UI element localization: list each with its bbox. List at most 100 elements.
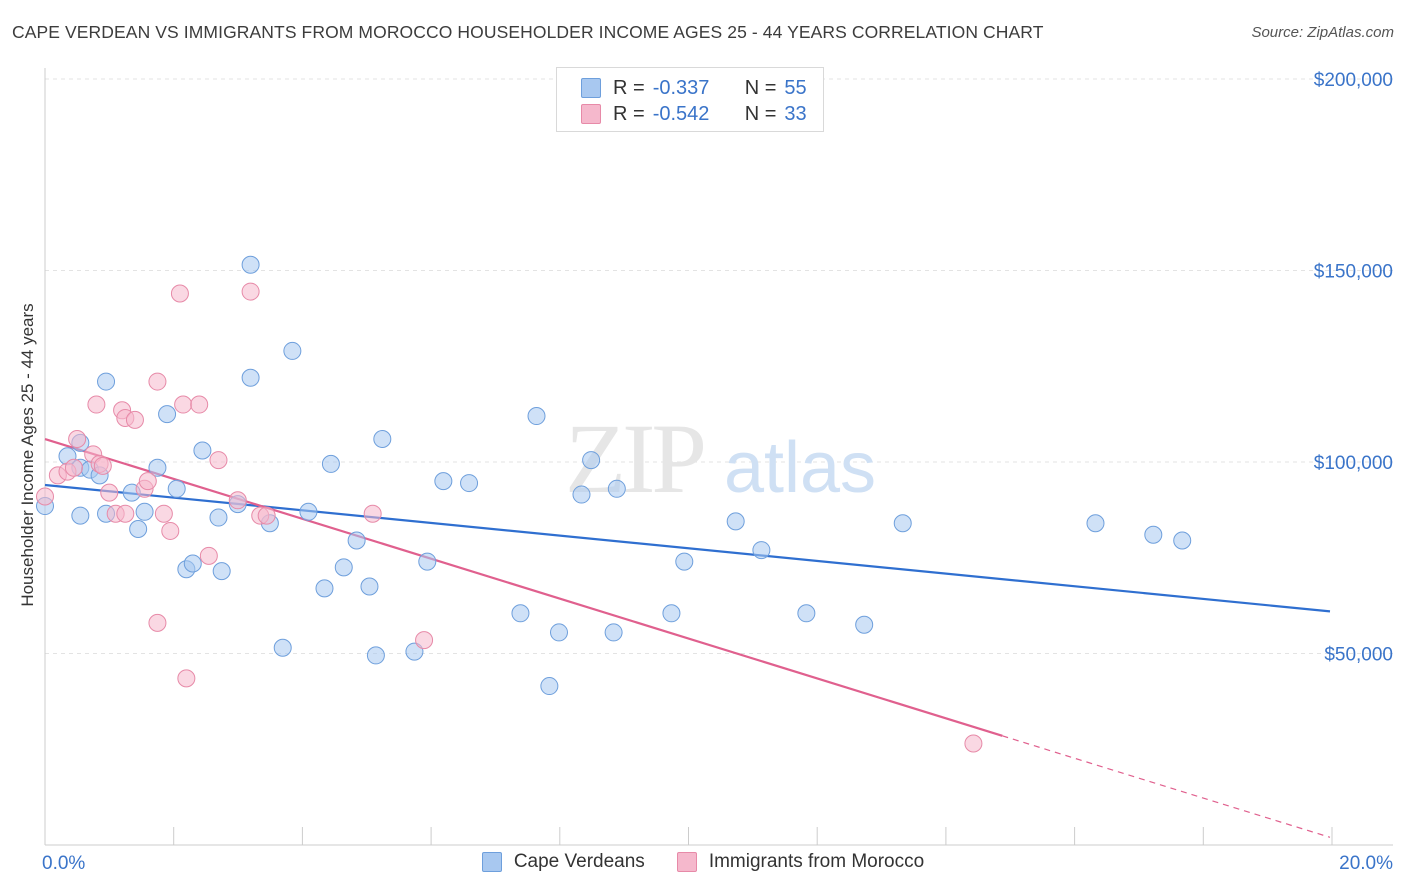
y-tick-label: $200,000 [1314, 70, 1393, 91]
data-point-morocco [138, 472, 157, 491]
data-point-cape-verdean [1086, 514, 1105, 533]
n-label: N = [744, 76, 777, 99]
data-point-cape-verdean [662, 604, 681, 623]
data-point-morocco [257, 506, 276, 525]
data-point-morocco [125, 410, 144, 429]
legend-row-morocco: R = -0.542 N = 33 [581, 102, 807, 126]
data-point-cape-verdean [321, 454, 340, 473]
data-point-cape-verdean [373, 430, 392, 449]
data-point-cape-verdean [540, 677, 559, 696]
data-point-morocco [415, 631, 434, 650]
data-point-cape-verdean [360, 577, 379, 596]
legend-label: Immigrants from Morocco [708, 851, 925, 872]
n-value: 33 [784, 102, 807, 125]
data-point-cape-verdean [273, 638, 292, 657]
legend-label: Cape Verdeans [513, 851, 645, 872]
data-point-cape-verdean [183, 554, 202, 573]
data-point-morocco [363, 504, 382, 523]
r-label: R = [613, 76, 645, 99]
data-point-cape-verdean [572, 485, 591, 504]
data-point-morocco [177, 669, 196, 688]
data-point-morocco [964, 734, 983, 753]
tick-labels: $50,000 $100,000 $150,000 $200,000 0.0% 20.0% [42, 70, 1393, 874]
data-point-cape-verdean [193, 441, 212, 460]
data-point-cape-verdean [607, 479, 626, 498]
r-label: R = [613, 102, 645, 125]
data-point-cape-verdean [334, 558, 353, 577]
data-point-cape-verdean [527, 407, 546, 426]
data-point-cape-verdean [209, 508, 228, 527]
data-point-cape-verdean [241, 368, 260, 387]
legend-swatch-blue [481, 852, 502, 872]
n-value: 55 [784, 76, 807, 99]
correlation-legend: R = -0.337 N = 55 R = -0.542 N = 33 [556, 67, 824, 132]
data-point-cape-verdean [241, 255, 260, 274]
data-point-cape-verdean [1144, 525, 1163, 544]
data-point-cape-verdean [434, 472, 453, 491]
n-label: N = [744, 102, 777, 125]
data-point-morocco [87, 395, 106, 414]
legend-item-cape-verdeans[interactable]: Cape Verdeans [481, 851, 645, 873]
data-point-morocco [116, 504, 135, 523]
data-point-cape-verdean [167, 479, 186, 498]
chart-title: CAPE VERDEAN VS IMMIGRANTS FROM MOROCCO … [12, 22, 1044, 42]
data-point-cape-verdean [550, 623, 568, 642]
data-point-cape-verdean [347, 531, 366, 550]
data-point-cape-verdean [71, 506, 90, 525]
trend-line-morocco [44, 437, 1003, 737]
data-point-cape-verdean [752, 541, 771, 560]
data-point-morocco [64, 458, 83, 477]
data-point-morocco [161, 521, 180, 540]
legend-item-morocco[interactable]: Immigrants from Morocco [676, 851, 925, 873]
legend-swatch-pink [581, 104, 601, 124]
data-point-morocco [209, 451, 228, 470]
x-tick-label: 20.0% [1339, 853, 1393, 874]
r-value: -0.542 [652, 102, 710, 125]
data-point-cape-verdean [797, 604, 816, 623]
y-tick-label: $100,000 [1314, 453, 1393, 474]
data-point-cape-verdean [726, 512, 745, 531]
legend-row-cape-verdeans: R = -0.337 N = 55 [581, 76, 807, 100]
data-point-cape-verdean [405, 642, 424, 661]
data-point-morocco [228, 491, 247, 510]
data-point-cape-verdean [893, 514, 912, 533]
data-point-morocco [190, 395, 209, 414]
data-point-cape-verdean [148, 458, 167, 477]
data-point-cape-verdean [283, 341, 302, 360]
data-points [36, 255, 1192, 753]
data-point-cape-verdean [315, 579, 334, 598]
data-point-morocco [68, 430, 87, 449]
data-point-morocco [170, 284, 189, 303]
r-value: -0.337 [652, 76, 710, 99]
data-point-morocco [154, 504, 173, 523]
data-point-cape-verdean [418, 552, 437, 571]
data-point-cape-verdean [212, 562, 231, 581]
y-axis-title: Householder Income Ages 25 - 44 years [18, 303, 37, 607]
watermark-atlas: atlas [724, 428, 876, 508]
data-point-cape-verdean [97, 372, 116, 391]
data-point-morocco [93, 456, 112, 475]
data-point-cape-verdean [366, 646, 385, 665]
data-point-cape-verdean [460, 474, 479, 493]
source-label: Source: ZipAtlas.com [1251, 24, 1394, 41]
data-point-morocco [241, 282, 260, 301]
axes [44, 68, 1393, 846]
data-point-cape-verdean [1173, 531, 1192, 550]
legend-swatch-blue [581, 78, 601, 98]
series-legend: Cape Verdeans Immigrants from Morocco [0, 851, 1406, 873]
y-tick-label: $150,000 [1314, 262, 1393, 283]
data-point-cape-verdean [604, 623, 623, 642]
x-tick-label: 0.0% [42, 853, 85, 874]
y-tick-label: $50,000 [1324, 645, 1393, 666]
data-point-cape-verdean [129, 520, 148, 539]
data-point-morocco [100, 483, 119, 502]
data-point-morocco [148, 372, 167, 391]
data-point-morocco [36, 487, 54, 506]
data-point-cape-verdean [135, 502, 154, 521]
data-point-cape-verdean [675, 552, 694, 571]
trend-lines [44, 437, 1331, 838]
data-point-morocco [174, 395, 193, 414]
data-point-cape-verdean [582, 451, 601, 470]
watermark: ZIP atlas [565, 403, 876, 514]
